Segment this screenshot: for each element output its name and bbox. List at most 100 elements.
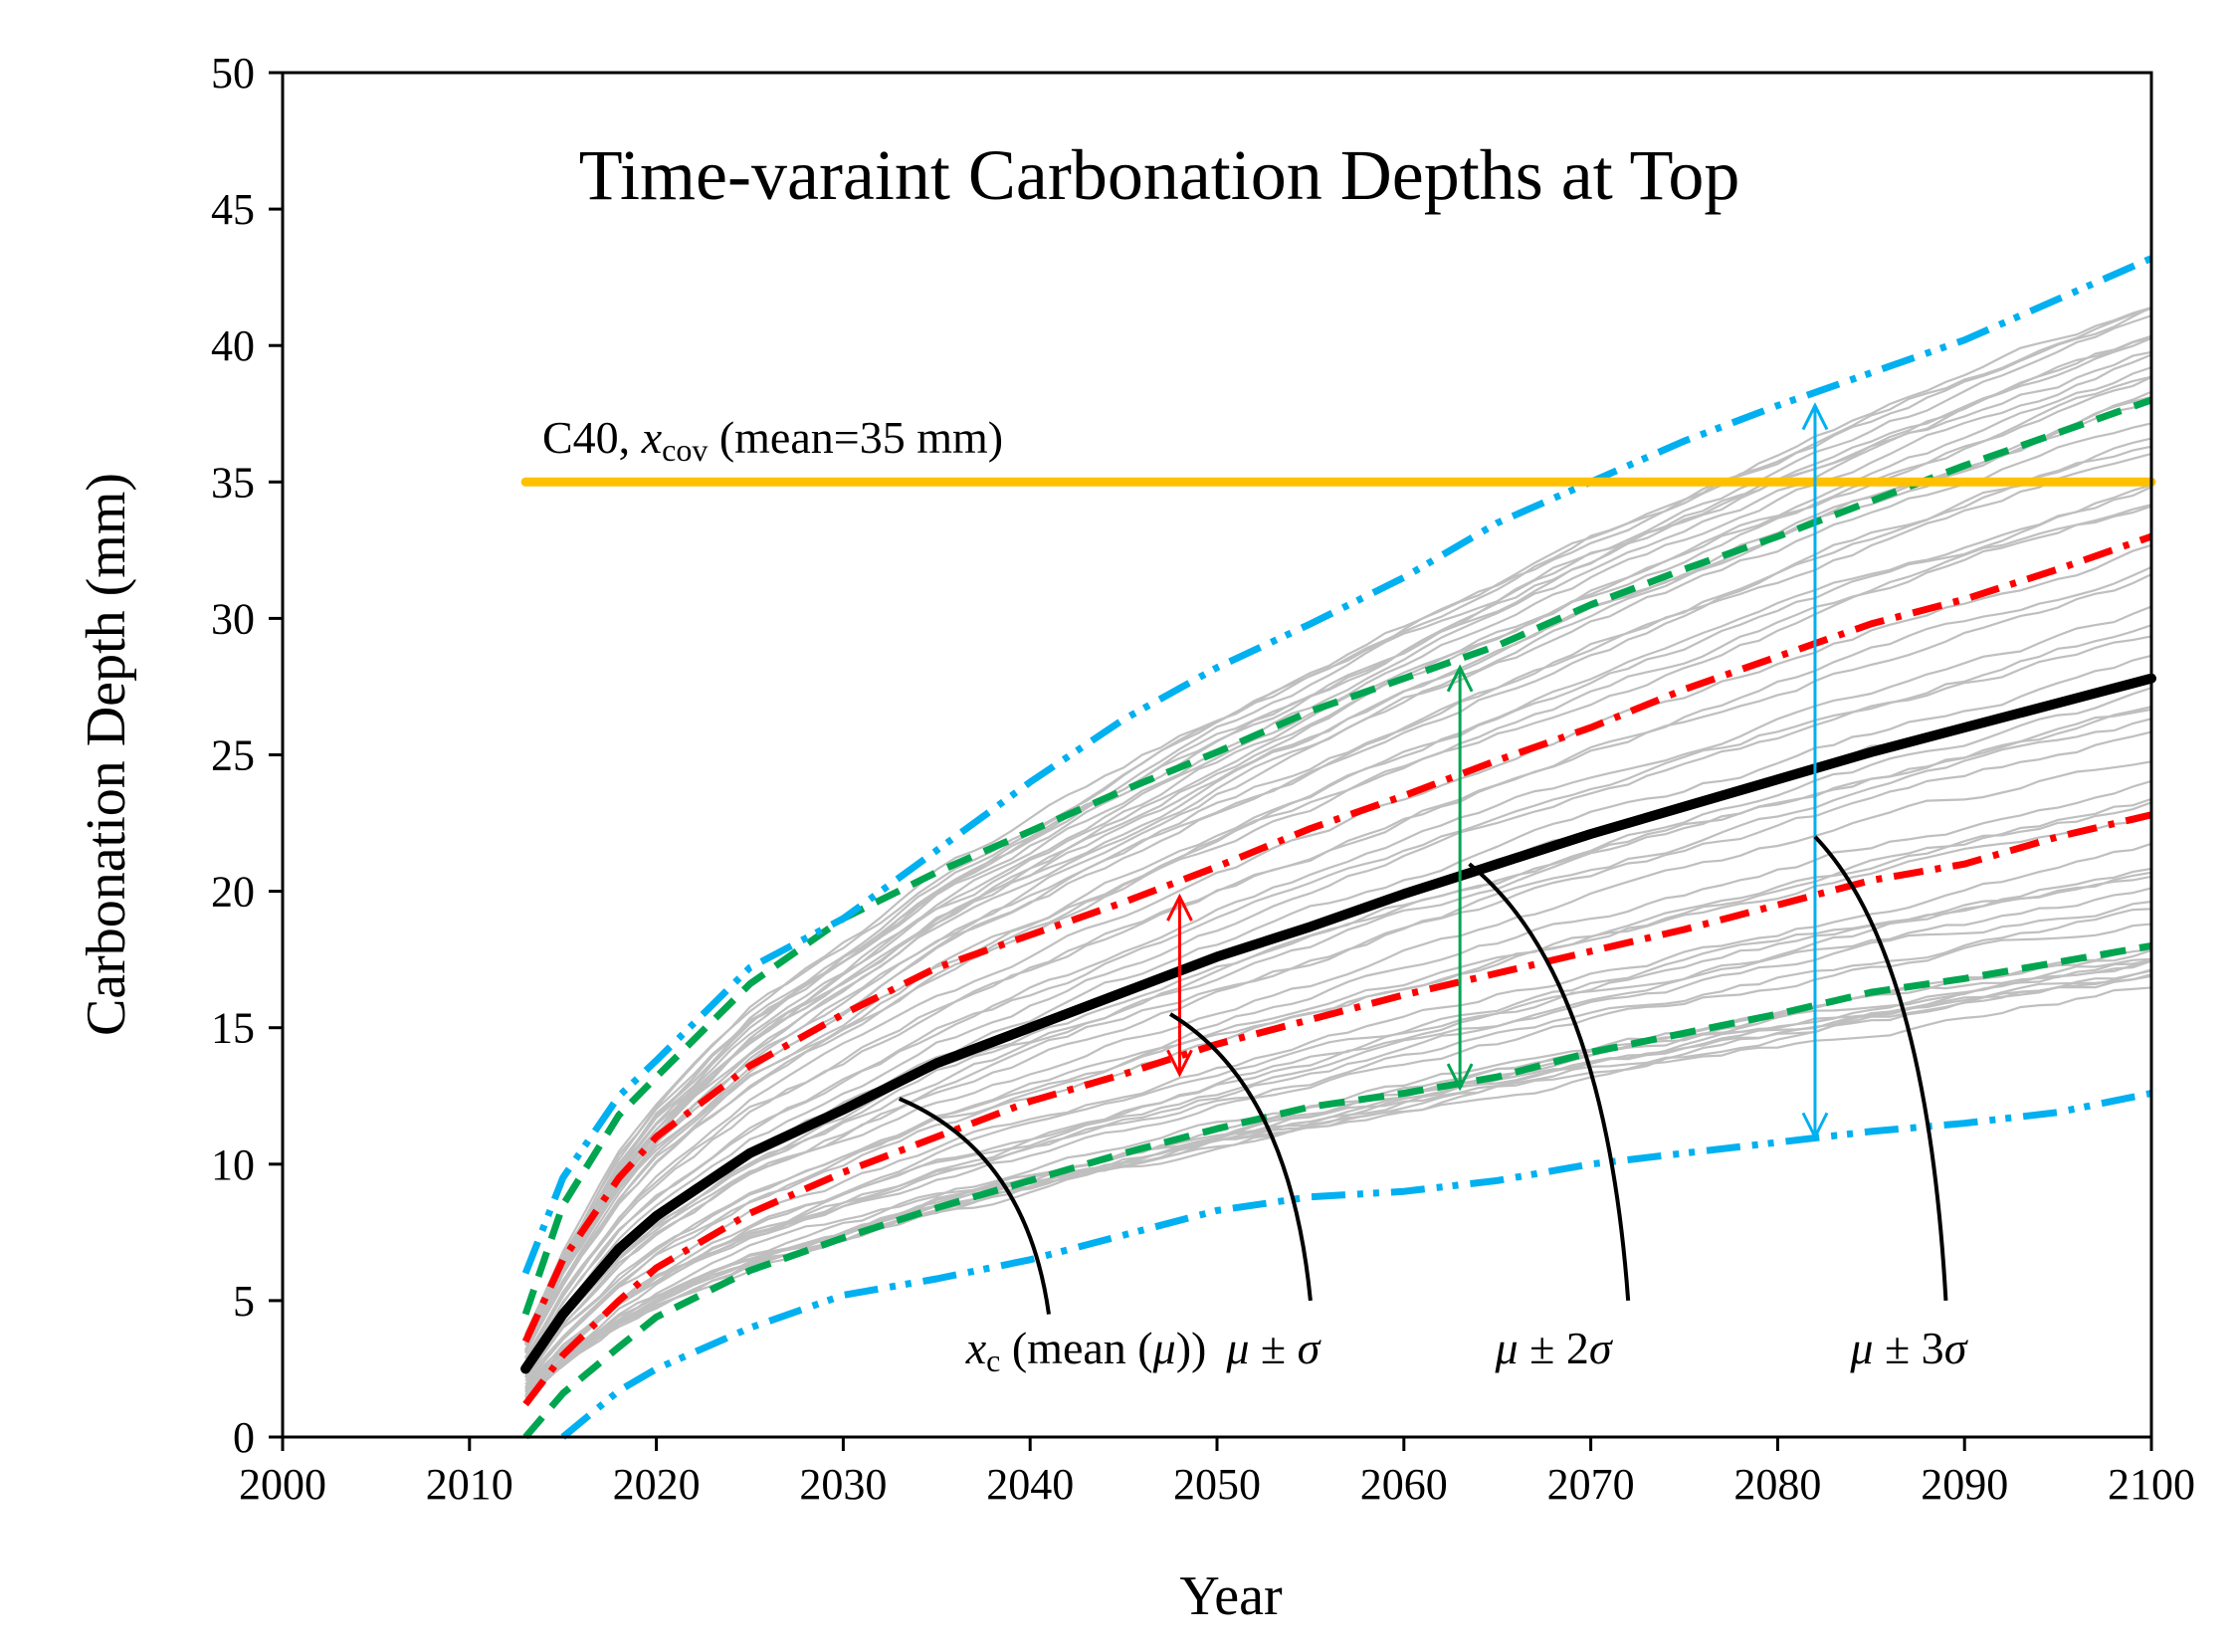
sample-path bbox=[524, 504, 2152, 1352]
annotation-sigma1-mu: μ bbox=[1225, 1323, 1249, 1373]
x-tick-label-2090: 2090 bbox=[1921, 1460, 2008, 1509]
x-tick-label-2010: 2010 bbox=[426, 1460, 513, 1509]
annotation-sigma2-pm: ± 2 bbox=[1519, 1323, 1589, 1373]
annotation-mean-sub: c bbox=[986, 1342, 1000, 1378]
arrow-head-top bbox=[1446, 664, 1474, 693]
series-mu-2sigma bbox=[521, 396, 2153, 1316]
annotation-sigma2-sig: σ bbox=[1589, 1323, 1614, 1373]
annotation-mean: xc (mean (μ)) bbox=[965, 1323, 1207, 1378]
sample-path bbox=[524, 842, 2152, 1385]
annotation-mean-close: )) bbox=[1176, 1323, 1207, 1373]
sample-path bbox=[524, 624, 2152, 1366]
sample-path bbox=[524, 718, 2152, 1372]
sample-path bbox=[524, 307, 2152, 1338]
sample-path bbox=[524, 959, 2152, 1397]
annotation-sigma3-sig: σ bbox=[1944, 1323, 1969, 1373]
annotation-mean-var: x bbox=[965, 1323, 987, 1373]
sample-path bbox=[524, 306, 2152, 1335]
sample-path bbox=[524, 350, 2152, 1342]
band-arrow-2 bbox=[1446, 664, 1474, 1092]
sample-path bbox=[524, 969, 2152, 1397]
axes: 2000 2010 2020 2030 2040 2050 2060 2070 2080 2090… bbox=[211, 49, 2195, 1509]
band-arrow-1 bbox=[1166, 893, 1193, 1078]
x-tick-label-2020: 2020 bbox=[613, 1460, 701, 1509]
x-axis-title: Year bbox=[1179, 1565, 1283, 1627]
sample-path bbox=[524, 573, 2152, 1358]
series-mu-3sigma bbox=[560, 1090, 2152, 1440]
leader-line-mean bbox=[898, 1097, 1051, 1315]
x-tick-label-2070: 2070 bbox=[1547, 1460, 1635, 1509]
arrow-head-bottom bbox=[1446, 1063, 1474, 1092]
x-tick-label-2050: 2050 bbox=[1173, 1460, 1261, 1509]
y-tick-label-0: 0 bbox=[233, 1413, 255, 1462]
annotation-sigma3: μ ± 3σ bbox=[1849, 1323, 1968, 1373]
y-tick-label-45: 45 bbox=[211, 185, 255, 234]
y-tick-label-35: 35 bbox=[211, 458, 255, 507]
leader-lines bbox=[898, 835, 1948, 1315]
y-tick-label-5: 5 bbox=[233, 1277, 255, 1326]
sample-path bbox=[524, 801, 2152, 1382]
arrow-head-top bbox=[1801, 402, 1829, 431]
sample-path bbox=[524, 871, 2152, 1390]
annotation-sigma3-pm: ± 3 bbox=[1873, 1323, 1943, 1373]
series-mu-3sigma bbox=[521, 255, 2153, 1275]
x-tick-label-2060: 2060 bbox=[1360, 1460, 1448, 1509]
series-mu-sigma bbox=[521, 532, 2153, 1343]
arrow-head-top bbox=[1166, 893, 1193, 922]
annotation-sigma3-mu: μ bbox=[1849, 1323, 1873, 1373]
sample-path bbox=[524, 336, 2152, 1338]
x-tick-label-2030: 2030 bbox=[799, 1460, 887, 1509]
series-mu-sigma bbox=[522, 811, 2152, 1407]
reference-line-label: C40, xcov (mean=35 mm) bbox=[542, 412, 1003, 468]
chart-title: Time-varaint Carbonation Depths at Top bbox=[579, 135, 1740, 215]
y-axis-title: Carbonation Depth (mm) bbox=[76, 473, 137, 1036]
annotation-sigma2: μ ± 2σ bbox=[1495, 1323, 1614, 1373]
leader-line-sigma3 bbox=[1813, 835, 1948, 1302]
reference-label-suffix: (mean=35 mm) bbox=[708, 412, 1003, 463]
leader-line-sigma1 bbox=[1169, 1012, 1313, 1302]
sample-path bbox=[524, 797, 2152, 1379]
x-tick-label-2100: 2100 bbox=[2108, 1460, 2195, 1509]
y-tick-label-10: 10 bbox=[211, 1140, 255, 1189]
x-tick-label-2000: 2000 bbox=[239, 1460, 326, 1509]
annotation-sigma2-mu: μ bbox=[1495, 1323, 1519, 1373]
sample-path bbox=[524, 505, 2152, 1351]
band-arrow-3 bbox=[1801, 402, 1829, 1140]
sample-path bbox=[524, 923, 2152, 1393]
sample-path bbox=[524, 875, 2152, 1386]
sample-path bbox=[524, 957, 2152, 1397]
annotation-sigma1-pm: ± bbox=[1249, 1323, 1297, 1373]
sample-path bbox=[524, 314, 2152, 1340]
sample-path bbox=[524, 605, 2152, 1362]
y-tick-label-30: 30 bbox=[211, 594, 255, 643]
reference-label-var: x bbox=[641, 412, 663, 463]
sample-path bbox=[524, 565, 2152, 1359]
annotation-sigma1-sig: σ bbox=[1298, 1323, 1322, 1373]
sample-path bbox=[524, 366, 2152, 1340]
reference-label-prefix: C40, bbox=[542, 412, 642, 463]
annotation-mean-mu: μ bbox=[1152, 1323, 1176, 1373]
reference-label-sub: cov bbox=[662, 432, 708, 468]
y-tick-label-25: 25 bbox=[211, 731, 255, 780]
sample-path bbox=[524, 543, 2152, 1359]
band-arrows bbox=[1166, 402, 1829, 1140]
sample-path bbox=[524, 635, 2152, 1368]
y-tick-label-50: 50 bbox=[211, 49, 255, 98]
y-tick-label-15: 15 bbox=[211, 1004, 255, 1053]
sample-path bbox=[524, 867, 2152, 1389]
series-mean-mu bbox=[520, 673, 2156, 1374]
sample-path bbox=[524, 353, 2152, 1340]
sample-path bbox=[524, 445, 2152, 1351]
y-tick-label-40: 40 bbox=[211, 321, 255, 370]
arrow-head-bottom bbox=[1801, 1112, 1829, 1140]
sample-path bbox=[524, 484, 2152, 1354]
annotation-sigma1: μ ± σ bbox=[1225, 1323, 1321, 1373]
leader-line-sigma2 bbox=[1468, 862, 1631, 1302]
sample-path bbox=[524, 908, 2152, 1391]
x-tick-label-2080: 2080 bbox=[1733, 1460, 1821, 1509]
y-tick-label-20: 20 bbox=[211, 868, 255, 917]
annotation-mean-open: (mean ( bbox=[1000, 1323, 1152, 1373]
x-tick-label-2040: 2040 bbox=[986, 1460, 1074, 1509]
arrow-head-bottom bbox=[1166, 1049, 1193, 1078]
